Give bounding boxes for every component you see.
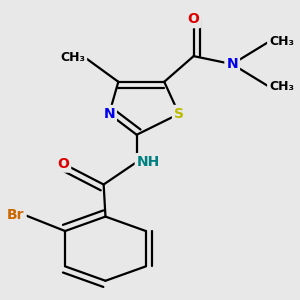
Text: S: S [174, 107, 184, 121]
Text: CH₃: CH₃ [60, 51, 85, 64]
Text: NH: NH [137, 155, 160, 169]
Text: N: N [226, 57, 238, 71]
Text: NH: NH [137, 155, 160, 169]
Text: O: O [57, 157, 69, 171]
Text: CH₃: CH₃ [269, 35, 294, 48]
Text: N: N [103, 107, 115, 121]
Text: N: N [103, 107, 115, 121]
Text: CH₃: CH₃ [269, 80, 294, 93]
Text: N: N [226, 57, 238, 71]
Text: O: O [188, 12, 200, 26]
Text: CH₃: CH₃ [60, 51, 85, 64]
Text: O: O [57, 157, 69, 171]
Text: O: O [188, 12, 200, 26]
Text: Br: Br [7, 208, 25, 222]
Text: S: S [174, 107, 184, 121]
Text: CH₃: CH₃ [269, 80, 294, 93]
Text: Br: Br [7, 208, 25, 222]
Text: CH₃: CH₃ [269, 35, 294, 48]
